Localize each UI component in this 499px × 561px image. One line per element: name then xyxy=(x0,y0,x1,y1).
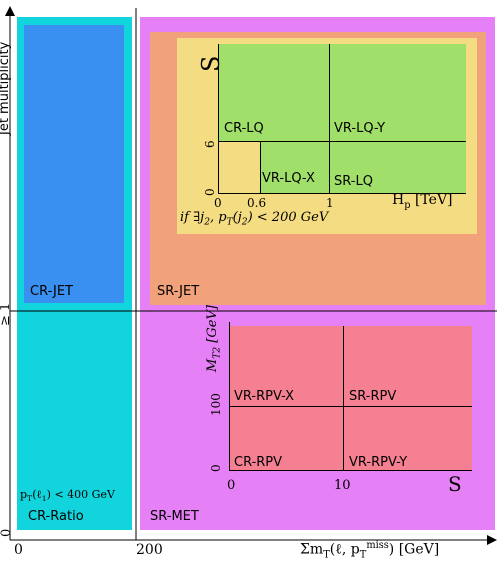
rpv-panel-x-axis xyxy=(229,470,472,471)
sr-met-label: SR-MET xyxy=(150,509,199,524)
s-panel-hp-06-boundary xyxy=(260,141,261,193)
cr-rpv-label: CR-RPV xyxy=(234,455,283,470)
rpv-panel-x-tick-10: 10 xyxy=(334,478,351,493)
rpv-panel-s-boundary xyxy=(343,326,344,470)
x-axis-tick-0: 0 xyxy=(14,542,23,558)
s-panel-x-tick-1: 1 xyxy=(326,196,334,210)
rpv-panel-x-axis-label: S xyxy=(448,472,462,496)
cr-lq-label: CR-LQ xyxy=(224,121,264,136)
s-panel-y-tick-6: 6 xyxy=(203,140,217,148)
vr-lq-y-label: VR-LQ-Y xyxy=(334,121,386,136)
y-axis-tick-0: 0 xyxy=(0,528,14,537)
y-axis-label: Jet multiplicity xyxy=(0,41,12,135)
s-panel-x-axis-label: Hp [TeV] xyxy=(392,192,453,211)
s-panel-lower-region xyxy=(260,141,466,193)
rpv-panel-y-tick-100: 100 xyxy=(209,393,223,416)
x-axis-label: ΣmT(ℓ, pTmiss) [GeV] xyxy=(300,540,440,561)
rpv-panel-y-axis xyxy=(229,322,230,470)
cr-ratio-label: CR-Ratio xyxy=(28,509,84,524)
vr-rpv-x-label: VR-RPV-X xyxy=(234,389,295,404)
s-panel-x-axis xyxy=(218,193,466,194)
s-panel-condition: if ∃j2, pT(j2) < 200 GeV xyxy=(180,210,329,228)
s-panel-y-tick-0: 0 xyxy=(203,188,217,196)
vr-lq-x-label: VR-LQ-X xyxy=(262,171,315,186)
cr-jet-label: CR-JET xyxy=(30,284,73,299)
cr-jet-region xyxy=(24,25,124,303)
rpv-panel xyxy=(229,326,472,470)
s-panel-y-axis xyxy=(218,44,219,194)
rpv-panel-y-axis-label: MT2 [GeV] xyxy=(205,305,223,372)
x-axis-tick-200: 200 xyxy=(136,542,163,558)
vr-rpv-y-label: VR-RPV-Y xyxy=(349,455,408,470)
s-panel-y-axis-label: S xyxy=(197,55,225,72)
s-panel-s-boundary xyxy=(218,141,466,142)
s-panel-hp-1-boundary xyxy=(329,44,330,194)
s-panel-x-tick-0: 0 xyxy=(214,196,222,210)
y-axis-tick-ge1: ≥ 1 xyxy=(0,303,13,326)
rpv-panel-y-tick-0: 0 xyxy=(209,464,223,472)
sr-rpv-label: SR-RPV xyxy=(349,389,397,404)
rpv-panel-x-tick-0: 0 xyxy=(227,478,236,493)
sr-jet-label: SR-JET xyxy=(157,284,200,299)
s-panel-upper-region xyxy=(218,44,466,141)
s-panel-x-tick-0-6: 0.6 xyxy=(247,196,267,210)
rpv-panel-mt2-boundary xyxy=(229,406,472,407)
sr-lq-label: SR-LQ xyxy=(334,174,373,189)
cr-ratio-cut-label: pT(ℓ1) < 400 GeV xyxy=(20,488,115,504)
